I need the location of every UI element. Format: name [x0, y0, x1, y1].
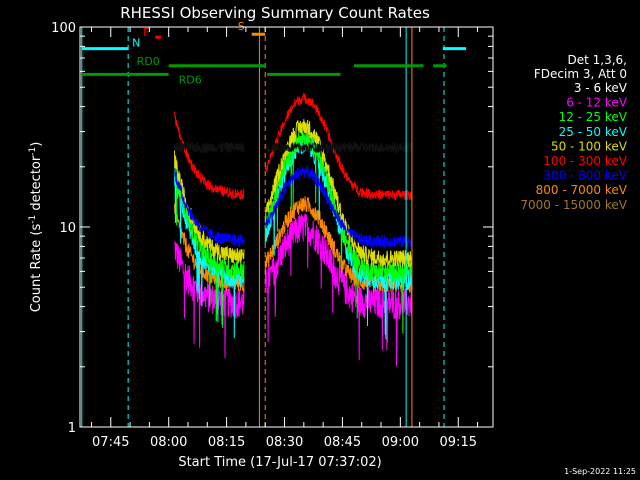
y-axis-label: Count Rate (s-1 detector-1) [28, 142, 44, 313]
x-tick-label: 08:45 [324, 435, 361, 450]
legend-entry: 25 - 50 keV [559, 125, 628, 139]
flag-label: RD0 [137, 55, 160, 68]
legend-header-1: Det 1,3,6, [568, 53, 628, 67]
series-line [174, 168, 245, 247]
flag-label: RD6 [179, 73, 202, 86]
footer-timestamp: 1-Sep-2022 11:25 [564, 467, 636, 476]
series-line [264, 165, 413, 248]
legend-entry: 100 - 300 keV [543, 154, 627, 168]
x-axis: 07:45 08:00 08:15 08:30 08:45 09:00 09:15 [90, 27, 479, 450]
legend-entry: 800 - 7000 keV [536, 183, 628, 197]
legend-entry: 7000 - 15000 keV [520, 198, 627, 212]
series-line [174, 150, 245, 264]
y-tick-label: 1 [68, 421, 76, 436]
y-tick-label: 10 [59, 221, 76, 236]
y-axis: 1 10 100 [51, 21, 493, 436]
legend-header-2: FDecim 3, Att 0 [534, 67, 627, 81]
y-tick-label: 100 [51, 21, 76, 36]
legend-entry: 6 - 12 keV [566, 96, 628, 110]
series-line [264, 213, 413, 367]
legend-entry: 50 - 100 keV [551, 139, 628, 153]
x-tick-label: 09:15 [440, 435, 477, 450]
series-line [174, 140, 245, 154]
series-line [264, 119, 413, 268]
x-axis-label: Start Time (17-Jul-17 07:37:02) [178, 455, 381, 470]
legend-entry: 3 - 6 keV [574, 81, 628, 95]
x-tick-label: 08:00 [150, 435, 187, 450]
legend-entry: 300 - 800 keV [543, 169, 627, 183]
x-tick-label: 08:30 [266, 435, 303, 450]
chart-title: RHESSI Observing Summary Count Rates [120, 4, 430, 22]
series-line [174, 161, 245, 329]
series-layer [174, 92, 413, 367]
flag-label: F [143, 26, 149, 39]
legend-entry: 12 - 25 keV [559, 110, 628, 124]
vline-layer [81, 27, 445, 427]
x-tick-label: 07:45 [92, 435, 129, 450]
x-tick-label: 09:00 [382, 435, 419, 450]
series-line [264, 141, 413, 155]
series-line [174, 111, 245, 201]
flag-label: N [132, 37, 140, 50]
x-tick-label: 08:15 [208, 435, 245, 450]
series-line [264, 92, 413, 201]
